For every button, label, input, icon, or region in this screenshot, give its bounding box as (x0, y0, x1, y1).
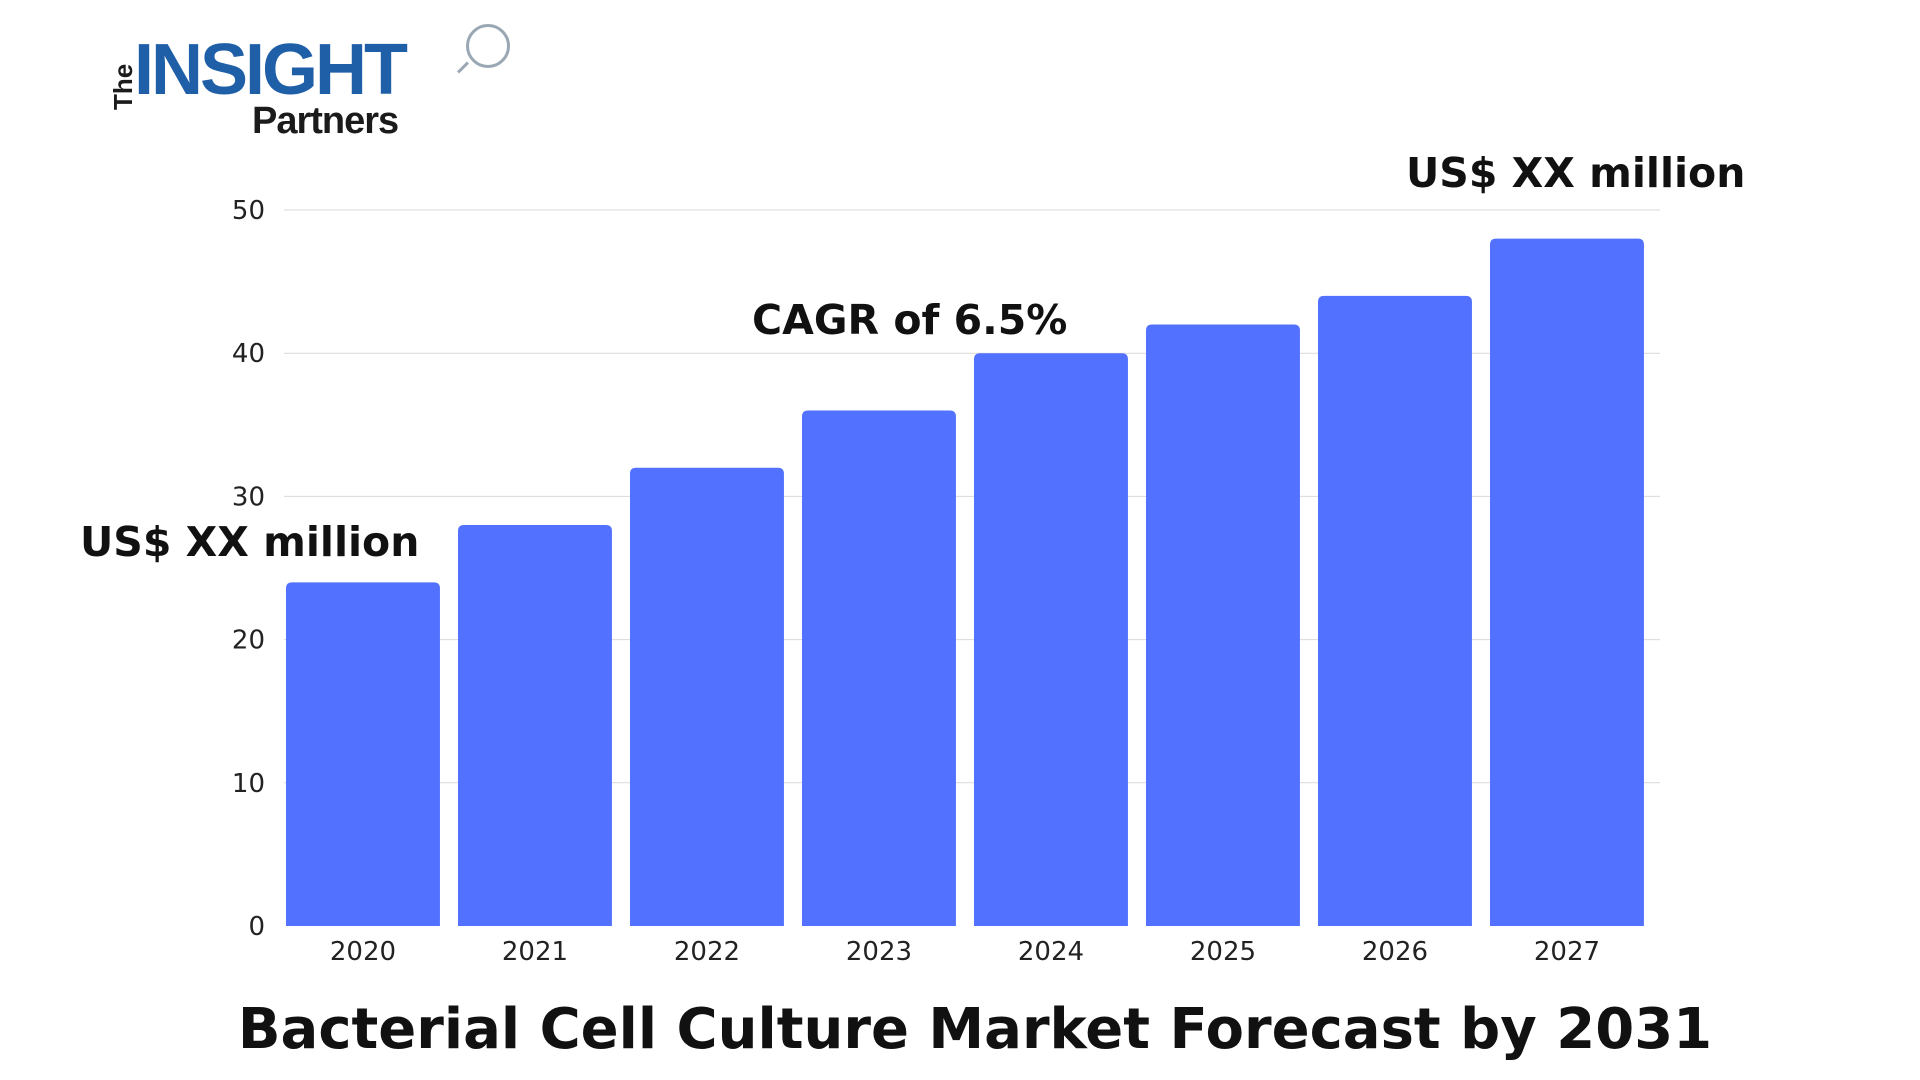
x-tick-label: 2027 (1534, 937, 1600, 967)
bar-2021 (458, 525, 612, 926)
x-tick-label: 2021 (502, 937, 568, 967)
bar-2023 (802, 410, 956, 927)
start-value-annotation: US$ XX million (80, 518, 419, 566)
x-tick-label: 2022 (674, 937, 740, 967)
cagr-annotation: CAGR of 6.5% (752, 296, 1067, 344)
y-tick-label: 50 (232, 196, 265, 226)
x-tick-label: 2020 (330, 937, 396, 967)
y-tick-label: 40 (232, 339, 265, 369)
x-tick-label: 2023 (846, 937, 912, 967)
x-tick-label: 2026 (1362, 937, 1428, 967)
magnifier-icon (466, 24, 510, 68)
logo-insight-text: INSIGHT (134, 30, 408, 110)
bar-2027 (1490, 238, 1644, 926)
y-tick-label: 10 (232, 769, 265, 799)
end-value-annotation: US$ XX million (1406, 149, 1745, 197)
bar-2022 (630, 467, 784, 926)
y-tick-label: 20 (232, 626, 265, 656)
company-logo: The INSIGHT Partners (104, 22, 510, 152)
x-axis-ticks: 2020 2021 2022 2023 2024 2025 2026 2027 (330, 937, 1600, 967)
bar-2020 (286, 582, 440, 926)
logo-partners-text: Partners (252, 100, 399, 142)
bars (286, 238, 1644, 927)
y-tick-label: 30 (232, 482, 265, 512)
y-tick-label: 0 (248, 912, 265, 942)
x-tick-label: 2025 (1190, 937, 1256, 967)
chart-title: Bacterial Cell Culture Market Forecast b… (238, 997, 1712, 1062)
y-axis-ticks: 0 10 20 30 40 50 (232, 196, 265, 942)
bar-2026 (1318, 295, 1472, 926)
bar-2025 (1146, 324, 1300, 926)
x-tick-label: 2024 (1018, 937, 1084, 967)
bar-2024 (974, 353, 1128, 926)
